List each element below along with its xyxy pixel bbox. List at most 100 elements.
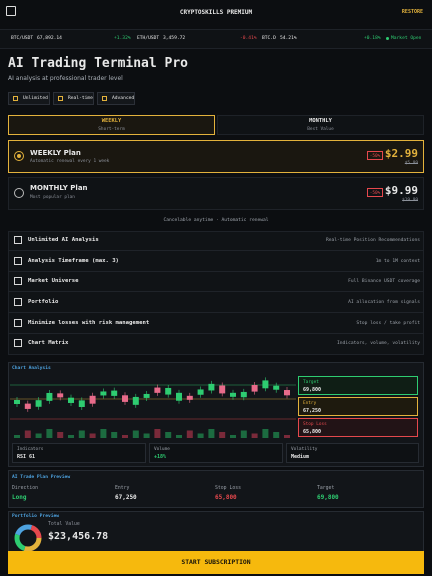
candle-part bbox=[35, 400, 42, 407]
plan-name: MONTHLY Plan bbox=[30, 184, 88, 192]
feature-row: Chart Matrix Indicators, volume, volatili… bbox=[8, 334, 424, 354]
candle-part bbox=[68, 435, 74, 438]
candle-part bbox=[122, 435, 128, 438]
field-label: Entry bbox=[115, 486, 130, 491]
candle-part bbox=[197, 433, 204, 438]
tab-label: MONTHLY bbox=[309, 118, 332, 124]
stat: Volatility Medium bbox=[286, 443, 419, 463]
stat-value: Medium bbox=[291, 454, 310, 460]
hero-title: AI Trading Terminal Pro bbox=[8, 56, 189, 71]
candle-part bbox=[132, 430, 139, 438]
candle-part bbox=[132, 396, 139, 405]
plan-card[interactable] bbox=[8, 177, 424, 210]
panel-title: AI Trade Plan Preview bbox=[12, 475, 71, 480]
candle-part bbox=[186, 430, 193, 438]
feature-title: Market Universe bbox=[28, 278, 79, 284]
candle-part bbox=[46, 392, 53, 401]
candle-part bbox=[57, 432, 64, 438]
feature-row: Minimize losses with risk management Stop… bbox=[8, 314, 424, 334]
old-price: $5.99 bbox=[404, 161, 418, 166]
feature-detail: Indicators, volume, volatility bbox=[337, 341, 420, 346]
candle-part bbox=[111, 432, 118, 438]
restore-button[interactable]: RESTORE bbox=[401, 9, 423, 15]
candle-part bbox=[273, 385, 280, 390]
field-value: 69,800 bbox=[317, 494, 339, 501]
tab-monthly[interactable] bbox=[217, 115, 424, 135]
tab-sub: Short-term bbox=[98, 127, 125, 132]
candle-part bbox=[230, 392, 236, 397]
field-value: 67,250 bbox=[115, 494, 137, 501]
plan-price: $9.99 bbox=[384, 184, 418, 197]
trade-plan-panel bbox=[8, 470, 424, 508]
badge-label: Real-time bbox=[68, 96, 93, 101]
candle-part bbox=[219, 432, 226, 438]
plan-card[interactable] bbox=[8, 140, 424, 173]
candle-chart bbox=[10, 377, 296, 438]
feature-title: Portfolio bbox=[28, 299, 59, 305]
level-label: Stop Loss bbox=[303, 422, 327, 427]
candle-part bbox=[284, 435, 290, 438]
candle-part bbox=[165, 387, 172, 395]
level-value: 69,800 bbox=[303, 387, 322, 393]
checkbox bbox=[14, 236, 22, 244]
candle-part bbox=[24, 430, 31, 438]
field-label: Stop Loss bbox=[215, 486, 241, 491]
tab-label: WEEKLY bbox=[101, 118, 122, 124]
candle-part bbox=[24, 403, 31, 409]
old-price: $19.99 bbox=[402, 198, 418, 203]
tab-weekly[interactable] bbox=[8, 115, 215, 135]
candle-part bbox=[251, 433, 258, 438]
ticker-symbol: BTC.D bbox=[262, 36, 276, 41]
ticker-price: 54.21% bbox=[280, 36, 297, 41]
plan-price: $2.99 bbox=[384, 147, 418, 160]
candle-part bbox=[143, 433, 150, 438]
plan-desc: Automatic renewal every 1 week bbox=[30, 159, 110, 164]
discount: -50% bbox=[367, 151, 383, 160]
discount: -50% bbox=[367, 188, 383, 197]
level-value: 65,800 bbox=[303, 429, 322, 435]
candle-part bbox=[284, 390, 290, 396]
panel-title: Portfolio Preview bbox=[12, 514, 60, 519]
ticker-change: +0.18% bbox=[364, 36, 381, 41]
ticker-symbol: BTC/USDT bbox=[11, 36, 34, 41]
checkbox bbox=[14, 319, 22, 327]
badge: Real-time bbox=[53, 92, 94, 105]
subscribe-button[interactable]: START SUBSCRIPTION bbox=[8, 551, 424, 574]
level-target: Target 69,800 bbox=[298, 376, 418, 395]
candle-part bbox=[262, 380, 269, 389]
stat-label: Volatility bbox=[291, 447, 318, 452]
market-status: Market Open bbox=[391, 36, 422, 41]
field-label: Direction bbox=[12, 486, 38, 491]
candle-part bbox=[111, 390, 118, 396]
donut bbox=[14, 524, 42, 552]
feature-detail: Stop loss / take profit bbox=[356, 321, 420, 326]
candle-part bbox=[251, 385, 258, 392]
panel-title: Chart Analysis bbox=[12, 366, 51, 371]
candle-part bbox=[186, 395, 193, 400]
checkbox bbox=[14, 339, 22, 347]
checkbox bbox=[14, 277, 22, 285]
checkbox bbox=[14, 257, 22, 265]
candle-part bbox=[78, 430, 85, 438]
candle-part bbox=[208, 383, 215, 391]
close-button[interactable] bbox=[6, 6, 16, 16]
stat: Indicators RSI 61 bbox=[12, 443, 146, 463]
stat: Volume +18% bbox=[149, 443, 283, 463]
candle-part bbox=[14, 435, 20, 438]
feature-title: Unlimited AI Analysis bbox=[28, 237, 99, 243]
level-entry: Entry 67,250 bbox=[298, 397, 418, 416]
field-value: 65,800 bbox=[215, 494, 237, 501]
features-panel bbox=[8, 231, 424, 355]
badge-label: Unlimited bbox=[23, 96, 48, 101]
candle-part bbox=[68, 397, 74, 403]
candle-part bbox=[230, 435, 236, 438]
feature-title: Analysis Timeframe (max. 3) bbox=[28, 258, 119, 264]
field-value: Long bbox=[12, 494, 27, 501]
field-label: Target bbox=[317, 486, 335, 491]
ticker-symbol: ETH/USDT bbox=[137, 36, 160, 41]
feature-detail: Full Binance USDT coverage bbox=[348, 279, 420, 284]
candle-part bbox=[197, 389, 204, 395]
candle-part bbox=[208, 429, 215, 438]
feature-title: Chart Matrix bbox=[28, 340, 69, 346]
portfolio-label: Total Value bbox=[48, 522, 80, 527]
